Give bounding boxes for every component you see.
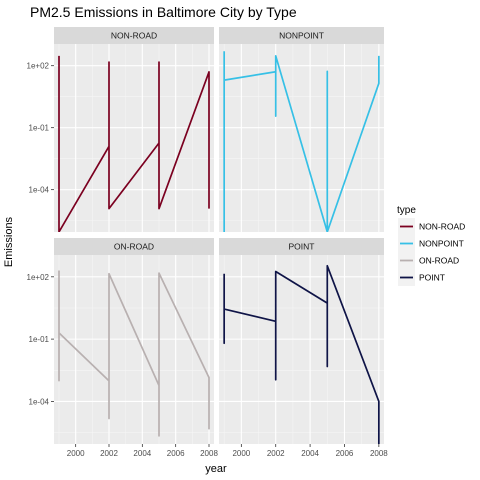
y-axis-title: Emissions (3, 216, 15, 267)
legend-label: NON-ROAD (419, 222, 465, 232)
chart-title: PM2.5 Emissions in Baltimore City by Typ… (30, 4, 297, 20)
x-tick-label: 2000 (232, 449, 250, 458)
legend-title: type (397, 205, 416, 216)
y-tick-label: 1e-04 (29, 397, 50, 406)
y-tick-label: 1e+02 (27, 273, 50, 282)
y-tick-label: 1e-01 (29, 335, 50, 344)
y-tick-label: 1e+02 (27, 62, 50, 71)
legend-label: NONPOINT (419, 239, 464, 249)
legend-label: POINT (419, 273, 445, 283)
facet-strip-label: POINT (289, 242, 315, 252)
x-tick-label: 2004 (301, 449, 319, 458)
facet-panel-point: POINT 2000 2002 2004 2006 2008 (219, 238, 388, 458)
legend-label: ON-ROAD (419, 256, 459, 266)
x-tick-label: 2002 (267, 449, 285, 458)
x-axis-title: year (205, 463, 227, 475)
x-tick-label: 2006 (167, 449, 185, 458)
x-tick-label: 2006 (336, 449, 354, 458)
y-tick-label: 1e-01 (29, 124, 50, 133)
x-tick-label: 2008 (370, 449, 388, 458)
x-tick-label: 2004 (133, 449, 151, 458)
y-tick-label: 1e-04 (29, 186, 50, 195)
panel-background (54, 44, 214, 232)
facet-strip-label: NON-ROAD (111, 31, 157, 41)
facet-panels: NON-ROAD 1e-04 1e-01 1e+02 NONPOINT ON-ROAD 1e… (27, 27, 389, 458)
x-tick-label: 2002 (100, 449, 118, 458)
facet-strip-label: NONPOINT (279, 31, 324, 41)
facet-panel-on-road: ON-ROAD 1e-04 1e-01 1e+02 2000 2002 2004 2006 20… (27, 238, 219, 458)
x-tick-label: 2008 (200, 449, 218, 458)
x-tick-label: 2000 (67, 449, 85, 458)
panel-background (54, 255, 214, 444)
facet-panel-non-road: NON-ROAD 1e-04 1e-01 1e+02 (27, 27, 214, 232)
facet-strip-label: ON-ROAD (114, 242, 154, 252)
facet-panel-nonpoint: NONPOINT (219, 27, 384, 232)
